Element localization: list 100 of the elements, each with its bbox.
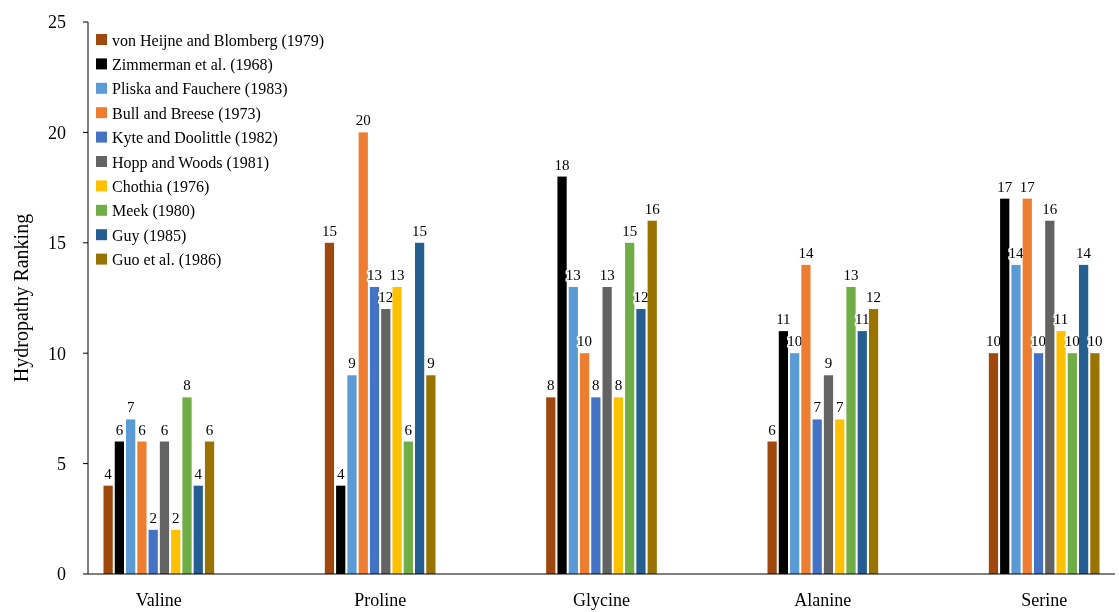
data-label: 16 <box>644 200 661 217</box>
bar <box>591 397 601 574</box>
y-tick-label: 5 <box>57 453 66 474</box>
bar <box>182 397 192 574</box>
bar <box>1045 220 1055 574</box>
legend-label: von Heijne and Blomberg (1979) <box>112 31 325 50</box>
bar <box>1022 198 1032 574</box>
x-tick-label: Serine <box>1021 590 1068 610</box>
bar <box>868 309 879 574</box>
y-tick-label: 20 <box>48 122 66 143</box>
data-label: 12 <box>866 289 882 306</box>
data-label: 6 <box>404 421 413 438</box>
bar <box>426 375 436 574</box>
bar <box>126 419 136 574</box>
bar <box>403 441 413 574</box>
legend-label: Guy (1985) <box>112 226 187 245</box>
bar <box>812 419 822 574</box>
data-label: 11 <box>776 311 791 328</box>
y-axis-title: Hydropathy Ranking <box>10 213 33 383</box>
bar <box>1011 264 1021 574</box>
data-label: 14 <box>1008 244 1024 261</box>
bar <box>148 529 158 574</box>
bar <box>347 375 357 574</box>
bar <box>137 441 147 574</box>
data-label: 2 <box>171 509 180 526</box>
bar <box>857 331 867 574</box>
bar <box>1067 353 1077 574</box>
data-label: 8 <box>183 377 191 394</box>
data-label: 16 <box>1042 200 1058 217</box>
y-tick-label: 10 <box>48 343 66 364</box>
bar <box>1056 331 1066 574</box>
data-label: 6 <box>115 421 124 438</box>
data-label: 6 <box>160 421 169 438</box>
data-label: 15 <box>321 222 337 239</box>
data-label: 6 <box>205 421 214 438</box>
data-label: 6 <box>138 421 147 438</box>
legend-label: Meek (1980) <box>112 202 196 221</box>
data-label: 18 <box>554 156 570 173</box>
data-label: 8 <box>547 377 555 394</box>
bar <box>1090 353 1100 574</box>
data-label: 7 <box>813 399 822 416</box>
legend-label: Chothia (1976) <box>112 178 210 196</box>
data-label: 13 <box>843 266 859 283</box>
data-label: 9 <box>824 355 833 372</box>
data-label: 10 <box>1064 333 1080 350</box>
data-label: 4 <box>194 465 203 482</box>
x-tick-label: Alanine <box>794 590 852 610</box>
bar <box>1033 353 1044 574</box>
bar <box>790 353 800 574</box>
bar <box>103 485 113 574</box>
legend-label: Bull and Breese (1973) <box>112 104 261 123</box>
x-tick-label: Valine <box>135 590 182 610</box>
data-label: 12 <box>633 289 649 306</box>
bar <box>767 441 777 574</box>
legend-label: Kyte and Doolittle (1982) <box>112 129 278 148</box>
legend-label: Hopp and Woods (1981) <box>112 153 270 172</box>
bar <box>193 485 203 574</box>
data-label: 20 <box>355 112 371 129</box>
data-label: 8 <box>614 377 623 394</box>
data-label: 8 <box>592 377 600 394</box>
data-label: 15 <box>622 222 638 239</box>
data-label: 13 <box>367 266 383 283</box>
data-label: 14 <box>798 244 814 261</box>
bar <box>579 353 590 574</box>
bar <box>625 242 635 574</box>
data-label: 10 <box>1031 333 1047 350</box>
data-label: 17 <box>997 178 1013 195</box>
x-tick-label: Proline <box>354 590 407 610</box>
data-label: 17 <box>1019 178 1036 195</box>
data-label: 11 <box>855 311 870 328</box>
bar <box>414 242 425 574</box>
bar <box>988 353 999 574</box>
data-label: 10 <box>577 333 593 350</box>
bar <box>823 375 834 574</box>
data-label: 14 <box>1076 244 1092 261</box>
bar <box>546 397 556 574</box>
y-tick-label: 25 <box>48 12 66 33</box>
data-label: 6 <box>768 421 777 438</box>
bar <box>324 242 335 574</box>
data-label: 7 <box>126 399 135 416</box>
bar <box>369 286 380 574</box>
bar <box>647 220 657 574</box>
data-label: 7 <box>835 399 844 416</box>
bar <box>636 309 646 574</box>
bar <box>602 286 612 574</box>
data-label: 4 <box>104 465 113 482</box>
y-tick-label: 0 <box>57 564 66 585</box>
data-label: 13 <box>599 266 615 283</box>
legend-label: Zimmerman et al. (1968) <box>112 56 273 74</box>
bar <box>171 529 181 574</box>
bar <box>568 286 578 574</box>
data-label: 11 <box>1053 311 1069 328</box>
bar <box>1079 264 1089 574</box>
bar <box>613 397 624 574</box>
data-label: 4 <box>336 465 345 482</box>
data-label: 13 <box>389 266 405 283</box>
bar <box>846 286 856 574</box>
bar <box>358 132 368 574</box>
data-label: 15 <box>412 222 428 239</box>
x-tick-label: Glycine <box>573 590 630 610</box>
